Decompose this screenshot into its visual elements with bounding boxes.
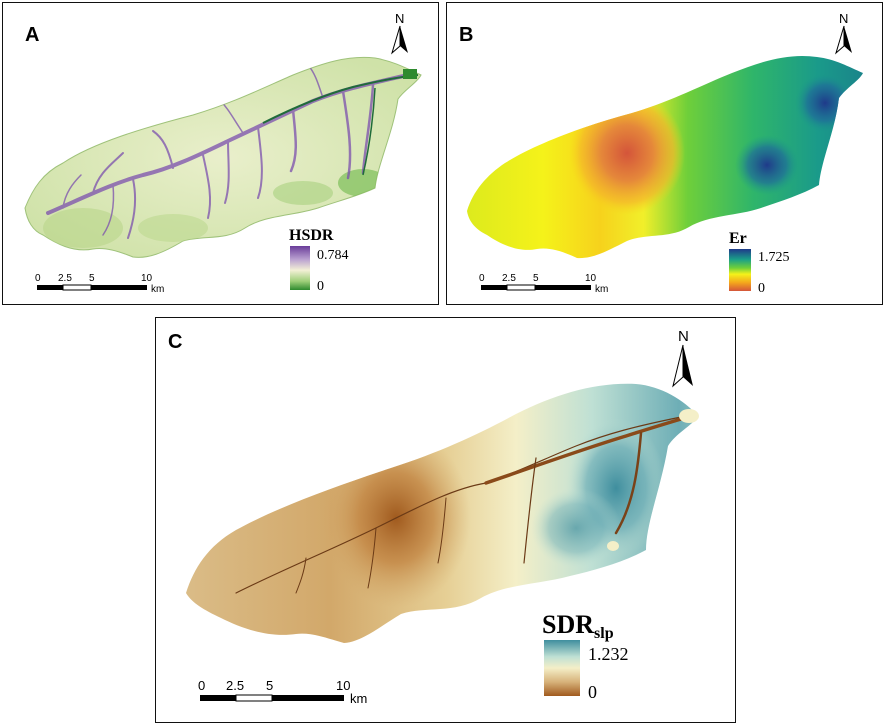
scale-tick-a-2: 5 xyxy=(89,273,95,284)
scale-tick-a-0: 0 xyxy=(35,273,41,284)
north-label-a: N xyxy=(395,11,404,26)
catchment-c xyxy=(186,383,699,643)
scale-tick-c-2: 5 xyxy=(266,678,273,693)
legend-ramp-c xyxy=(544,640,580,696)
legend-c: SDRslp 1.232 0 xyxy=(542,610,629,702)
map-c: C N SDRslp 1.232 0 0 2.5 5 10 km xyxy=(168,328,699,706)
legend-title-c: SDRslp xyxy=(542,610,614,642)
legend-max-a: 0.784 xyxy=(317,248,349,263)
panel-label-b: B xyxy=(459,24,473,46)
scale-tick-c-3: 10 xyxy=(336,678,350,693)
catchment-b xyxy=(467,55,863,259)
scale-tick-b-1: 2.5 xyxy=(502,273,516,284)
legend-max-c: 1.232 xyxy=(588,644,629,664)
panel-a: A N HSDR 0.784 0 0 2.5 5 10 km xyxy=(2,2,439,305)
map-b: B N Er 1.725 0 0 2.5 5 10 km xyxy=(459,11,863,296)
scale-tick-a-3: 10 xyxy=(141,273,153,284)
map-a: A N HSDR 0.784 0 0 2.5 5 10 km xyxy=(24,11,422,295)
north-label-b: N xyxy=(839,11,848,26)
north-arrow-c: N xyxy=(672,328,693,388)
panel-label-c: C xyxy=(168,331,182,353)
scale-unit-c: km xyxy=(350,691,367,706)
legend-title-main-c: SDR xyxy=(542,610,594,639)
north-arrow-a: N xyxy=(391,11,408,55)
legend-ramp-a xyxy=(290,246,310,290)
legend-b: Er 1.725 0 xyxy=(729,230,790,296)
legend-min-a: 0 xyxy=(317,279,324,294)
scale-tick-b-3: 10 xyxy=(585,273,597,284)
panel-b: B N Er 1.725 0 0 2.5 5 10 km xyxy=(446,2,883,305)
legend-min-c: 0 xyxy=(588,682,597,702)
north-label-c: N xyxy=(678,328,689,345)
scale-tick-b-2: 5 xyxy=(533,273,539,284)
scale-tick-a-1: 2.5 xyxy=(58,273,72,284)
scale-unit-a: km xyxy=(151,284,164,295)
catchment-a xyxy=(24,56,422,258)
scale-tick-c-1: 2.5 xyxy=(226,678,244,693)
scale-unit-b: km xyxy=(595,284,608,295)
scale-bar-a: 0 2.5 5 10 km xyxy=(35,273,164,295)
legend-title-sub-c: slp xyxy=(594,625,614,642)
legend-title-b: Er xyxy=(729,230,747,247)
legend-ramp-b xyxy=(729,249,751,291)
scale-tick-b-0: 0 xyxy=(479,273,485,284)
legend-title-a: HSDR xyxy=(289,227,334,244)
panel-c: C N SDRslp 1.232 0 0 2.5 5 10 km xyxy=(155,317,736,723)
legend-a: HSDR 0.784 0 xyxy=(289,227,349,294)
legend-max-b: 1.725 xyxy=(758,250,790,265)
north-arrow-b: N xyxy=(835,11,852,55)
scale-bar-b: 0 2.5 5 10 km xyxy=(479,273,608,295)
scale-bar-c: 0 2.5 5 10 km xyxy=(198,678,367,706)
scale-tick-c-0: 0 xyxy=(198,678,205,693)
panel-label-a: A xyxy=(25,24,39,46)
legend-min-b: 0 xyxy=(758,281,765,296)
